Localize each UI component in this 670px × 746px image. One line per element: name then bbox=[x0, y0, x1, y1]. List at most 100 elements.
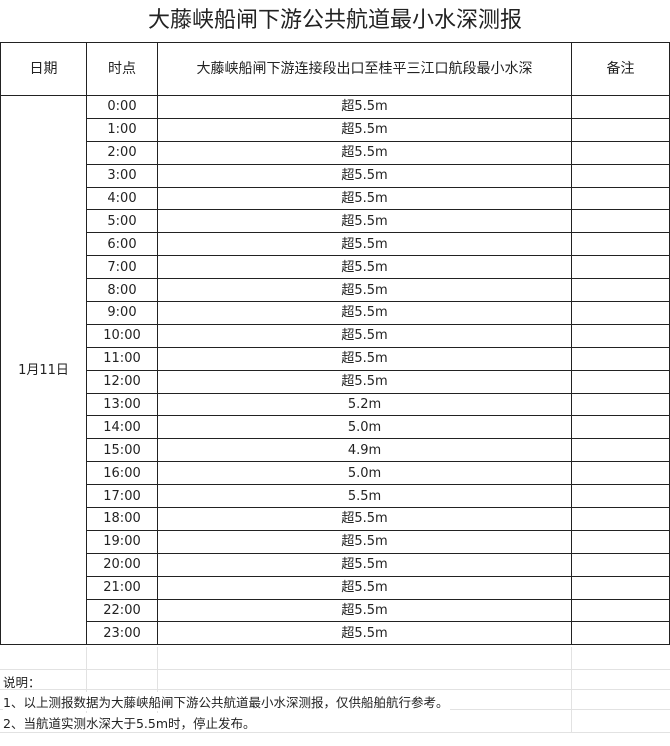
header-remark: 备注 bbox=[571, 42, 670, 96]
time-cell: 11:00 bbox=[86, 346, 158, 371]
depth-cell: 超5.5m bbox=[157, 529, 572, 554]
remark-cell bbox=[571, 598, 670, 623]
header-date: 日期 bbox=[0, 42, 87, 96]
remark-cell bbox=[571, 621, 670, 646]
header-depth: 大藤峡船闸下游连接段出口至桂平三江口航段最小水深 bbox=[157, 42, 572, 96]
depth-cell: 超5.5m bbox=[157, 346, 572, 371]
header-time: 时点 bbox=[86, 42, 158, 96]
table-row: 1月11日 0:00 超5.5m bbox=[0, 94, 670, 646]
remark-cell bbox=[571, 484, 670, 509]
time-cell: 16:00 bbox=[86, 461, 158, 486]
time-cell: 23:00 bbox=[86, 621, 158, 646]
table-row: 9:00 超5.5m bbox=[1, 301, 670, 325]
table-row: 13:00 5.2m bbox=[1, 392, 670, 417]
table-row: 12:00 超5.5m bbox=[1, 369, 670, 394]
depth-cell: 5.0m bbox=[157, 461, 572, 486]
remark-cell bbox=[571, 186, 670, 211]
time-cell: 9:00 bbox=[86, 301, 158, 325]
notes-heading: 说明： bbox=[3, 675, 41, 690]
remark-cell bbox=[571, 392, 670, 417]
remark-cell bbox=[571, 209, 670, 234]
note-line-1: 1、以上测报数据为大藤峡船闸下游公共航道最小水深测报，仅供船舶航行参考。 bbox=[3, 692, 451, 711]
table-row: 19:00 超5.5m bbox=[1, 529, 670, 554]
time-cell: 19:00 bbox=[86, 529, 158, 554]
table-row: 20:00 超5.5m bbox=[1, 552, 670, 577]
depth-cell: 超5.5m bbox=[157, 163, 572, 188]
table-row: 10:00 超5.5m bbox=[1, 323, 670, 348]
table-row: 7:00 超5.5m bbox=[1, 255, 670, 280]
depth-cell: 4.9m bbox=[157, 438, 572, 463]
table-row: 14:00 5.0m bbox=[1, 415, 670, 440]
time-cell: 7:00 bbox=[86, 255, 158, 280]
time-cell: 4:00 bbox=[86, 186, 158, 211]
time-cell: 6:00 bbox=[86, 232, 158, 257]
depth-cell: 超5.5m bbox=[157, 209, 572, 234]
time-cell: 17:00 bbox=[86, 484, 158, 509]
time-cell: 20:00 bbox=[86, 552, 158, 577]
note-line-2: 2、当航道实测水深大于5.5m时，停止发布。 bbox=[3, 713, 258, 732]
depth-cell: 超5.5m bbox=[157, 507, 572, 531]
page-title: 大藤峡船闸下游公共航道最小水深测报 bbox=[147, 8, 522, 33]
time-cell: 22:00 bbox=[86, 598, 158, 623]
depth-cell: 5.0m bbox=[157, 415, 572, 440]
depth-cell: 超5.5m bbox=[157, 186, 572, 211]
remark-cell bbox=[571, 140, 670, 165]
table-header-row: 日期 时点 大藤峡船闸下游连接段出口至桂平三江口航段最小水深 备注 bbox=[0, 42, 670, 96]
remark-cell bbox=[571, 301, 670, 325]
depth-cell: 超5.5m bbox=[157, 232, 572, 257]
table-row: 15:00 4.9m bbox=[1, 438, 670, 463]
time-cell: 12:00 bbox=[86, 369, 158, 394]
depth-cell: 超5.5m bbox=[157, 140, 572, 165]
depth-cell: 超5.5m bbox=[157, 278, 572, 303]
depth-cell: 超5.5m bbox=[157, 598, 572, 623]
remark-cell bbox=[571, 529, 670, 554]
time-cell: 18:00 bbox=[86, 507, 158, 531]
time-cell: 8:00 bbox=[86, 278, 158, 303]
table-row: 22:00 超5.5m bbox=[1, 598, 670, 623]
table-row: 3:00 超5.5m bbox=[1, 163, 670, 188]
time-cell: 10:00 bbox=[86, 323, 158, 348]
time-cell: 1:00 bbox=[86, 117, 158, 142]
remark-cell bbox=[571, 575, 670, 600]
table-row: 2:00 超5.5m bbox=[1, 140, 670, 165]
depth-table: 日期 时点 大藤峡船闸下游连接段出口至桂平三江口航段最小水深 备注 1月11日 0… bbox=[0, 42, 670, 646]
date-cell: 1月11日 bbox=[0, 94, 87, 646]
table-row: 17:00 5.5m bbox=[1, 484, 670, 509]
time-cell: 14:00 bbox=[86, 415, 158, 440]
time-cell: 5:00 bbox=[86, 209, 158, 234]
remark-cell bbox=[571, 95, 670, 119]
remark-cell bbox=[571, 415, 670, 440]
time-cell: 15:00 bbox=[86, 438, 158, 463]
depth-cell: 5.5m bbox=[157, 484, 572, 509]
table-row: 5:00 超5.5m bbox=[1, 209, 670, 234]
remark-cell bbox=[571, 117, 670, 142]
depth-cell: 超5.5m bbox=[157, 255, 572, 280]
table-row: 21:00 超5.5m bbox=[1, 575, 670, 600]
remark-cell bbox=[571, 255, 670, 280]
depth-cell: 超5.5m bbox=[157, 575, 572, 600]
depth-cell: 5.2m bbox=[157, 392, 572, 417]
depth-cell: 超5.5m bbox=[157, 552, 572, 577]
table-row: 23:00 超5.5m bbox=[1, 621, 670, 646]
depth-cell: 超5.5m bbox=[157, 95, 572, 119]
remark-cell bbox=[571, 552, 670, 577]
remark-cell bbox=[571, 461, 670, 486]
depth-cell: 超5.5m bbox=[157, 117, 572, 142]
notes-area: 说明： 1、以上测报数据为大藤峡船闸下游公共航道最小水深测报，仅供船舶航行参考。… bbox=[0, 647, 670, 733]
time-cell: 13:00 bbox=[86, 392, 158, 417]
time-cell: 21:00 bbox=[86, 575, 158, 600]
remark-cell bbox=[571, 232, 670, 257]
remark-cell bbox=[571, 346, 670, 371]
remark-cell bbox=[571, 278, 670, 303]
table-row: 4:00 超5.5m bbox=[1, 186, 670, 211]
table-row: 18:00 超5.5m bbox=[1, 507, 670, 531]
remark-cell bbox=[571, 163, 670, 188]
time-cell: 2:00 bbox=[86, 140, 158, 165]
depth-cell: 超5.5m bbox=[157, 301, 572, 325]
depth-cell: 超5.5m bbox=[157, 323, 572, 348]
remark-cell bbox=[571, 507, 670, 531]
table-row: 11:00 超5.5m bbox=[1, 346, 670, 371]
depth-cell: 超5.5m bbox=[157, 369, 572, 394]
time-cell: 3:00 bbox=[86, 163, 158, 188]
